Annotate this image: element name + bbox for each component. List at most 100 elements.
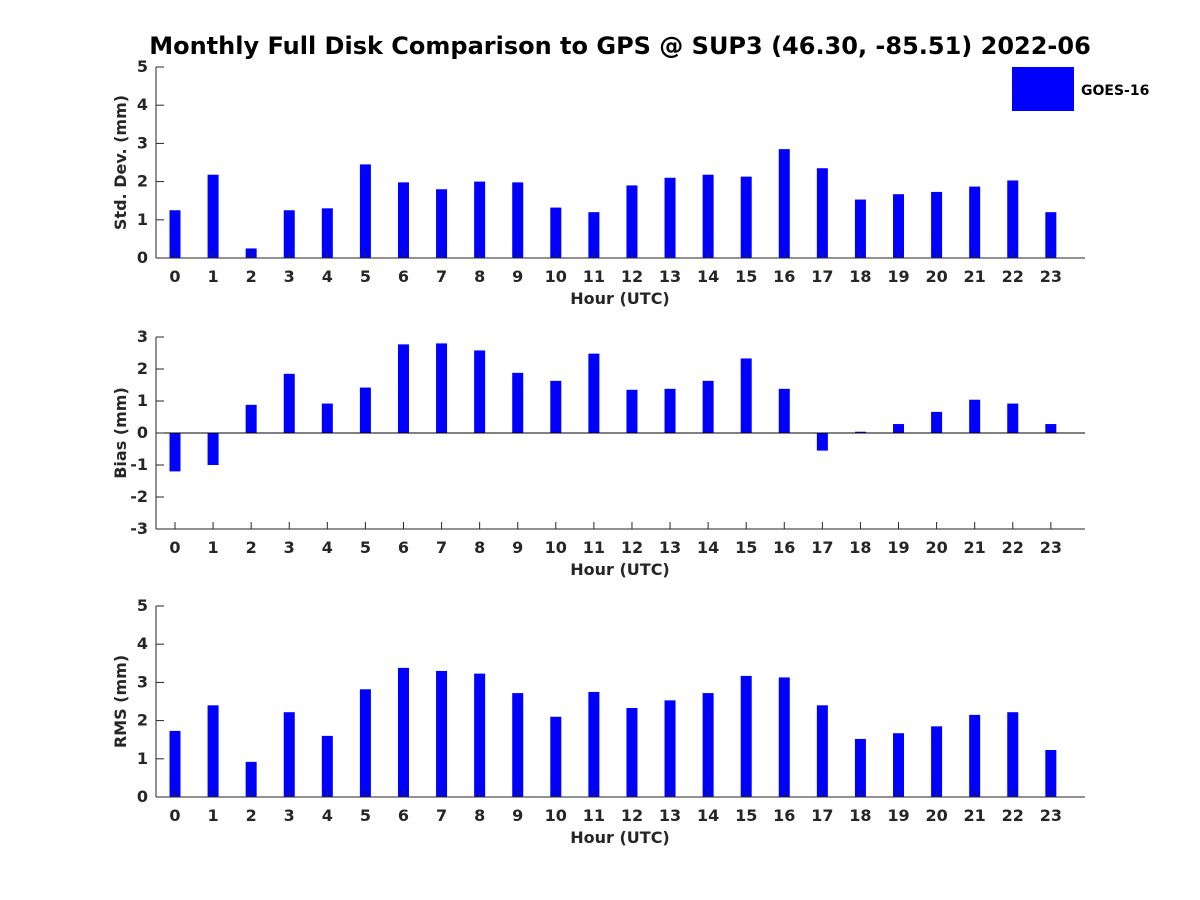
bar-2 [245, 404, 257, 433]
legend-swatch [1012, 67, 1074, 111]
x-tick-label: 5 [360, 806, 371, 825]
x-tick-label: 16 [773, 267, 795, 286]
bar-4 [321, 403, 333, 433]
x-tick-label: 6 [398, 538, 409, 557]
bar-12 [626, 707, 638, 797]
x-tick-label: 19 [887, 806, 909, 825]
bar-5 [359, 387, 371, 433]
x-tick-label: 0 [169, 538, 180, 557]
x-tick-label: 19 [887, 538, 909, 557]
x-tick-label: 22 [1002, 806, 1024, 825]
bar-22 [1007, 403, 1019, 433]
x-tick-label: 8 [474, 806, 485, 825]
y-tick-label: 0 [137, 423, 148, 442]
bar-18 [854, 738, 866, 797]
y-tick-label: 2 [137, 359, 148, 378]
x-tick-label: 14 [697, 806, 719, 825]
x-tick-label: 7 [436, 267, 447, 286]
x-tick-label: 4 [322, 267, 333, 286]
bar-9 [512, 372, 524, 433]
bar-20 [931, 191, 943, 258]
bar-16 [778, 149, 790, 258]
bar-3 [283, 712, 295, 797]
bar-21 [969, 186, 981, 258]
x-tick-label: 18 [849, 806, 871, 825]
bar-8 [474, 673, 486, 797]
bar-1 [207, 174, 219, 258]
x-tick-label: 5 [360, 267, 371, 286]
x-tick-label: 2 [246, 538, 257, 557]
x-tick-label: 0 [169, 806, 180, 825]
y-tick-label: 3 [137, 133, 148, 152]
x-tick-label: 1 [208, 806, 219, 825]
x-tick-label: 14 [697, 538, 719, 557]
bar-14 [702, 693, 714, 797]
bar-12 [626, 185, 638, 258]
y-tick-label: -2 [130, 487, 148, 506]
bar-9 [512, 182, 524, 258]
bar-17 [816, 433, 828, 451]
bar-18 [854, 199, 866, 258]
x-tick-label: 17 [811, 806, 833, 825]
bar-8 [474, 181, 486, 258]
bar-14 [702, 174, 714, 258]
x-tick-label: 10 [545, 267, 567, 286]
bar-16 [778, 388, 790, 433]
bar-10 [550, 380, 562, 433]
x-tick-label: 18 [849, 538, 871, 557]
bar-6 [397, 344, 409, 433]
bar-0 [169, 730, 181, 797]
bar-17 [816, 705, 828, 797]
y-tick-label: 5 [137, 596, 148, 615]
bar-3 [283, 210, 295, 258]
x-tick-label: 6 [398, 806, 409, 825]
bar-20 [931, 726, 943, 797]
bar-18 [854, 431, 866, 433]
bar-7 [436, 670, 448, 797]
x-tick-label: 7 [436, 806, 447, 825]
bar-13 [664, 700, 676, 797]
y-tick-label: 1 [137, 210, 148, 229]
bar-15 [740, 675, 752, 797]
x-tick-label: 12 [621, 538, 643, 557]
x-tick-label: 13 [659, 538, 681, 557]
bar-10 [550, 716, 562, 797]
bar-3 [283, 373, 295, 433]
x-tick-label: 23 [1040, 806, 1062, 825]
x-tick-label: 3 [284, 538, 295, 557]
bar-11 [588, 691, 600, 797]
bar-7 [436, 343, 448, 433]
x-tick-label: 3 [284, 806, 295, 825]
x-tick-label: 15 [735, 267, 757, 286]
y-tick-label: 4 [137, 95, 148, 114]
bar-13 [664, 177, 676, 258]
x-tick-label: 10 [545, 806, 567, 825]
x-tick-label: 9 [512, 806, 523, 825]
x-tick-label: 20 [925, 267, 947, 286]
x-tick-label: 9 [512, 267, 523, 286]
bar-4 [321, 735, 333, 797]
bar-5 [359, 689, 371, 797]
y-tick-label: 1 [137, 391, 148, 410]
bar-23 [1045, 424, 1057, 433]
bar-5 [359, 164, 371, 258]
x-tick-label: 0 [169, 267, 180, 286]
x-tick-label: 13 [659, 267, 681, 286]
bar-15 [740, 176, 752, 258]
bar-7 [436, 189, 448, 258]
x-tick-label: 20 [925, 538, 947, 557]
chart-title: Monthly Full Disk Comparison to GPS @ SU… [149, 32, 1091, 60]
x-tick-label: 11 [583, 267, 605, 286]
y-tick-label: 3 [137, 672, 148, 691]
x-tick-label: 12 [621, 267, 643, 286]
x-tick-label: 11 [583, 806, 605, 825]
x-tick-label: 16 [773, 538, 795, 557]
x-tick-label: 8 [474, 267, 485, 286]
x-tick-label: 21 [964, 806, 986, 825]
bar-12 [626, 389, 638, 433]
bar-19 [893, 733, 905, 797]
